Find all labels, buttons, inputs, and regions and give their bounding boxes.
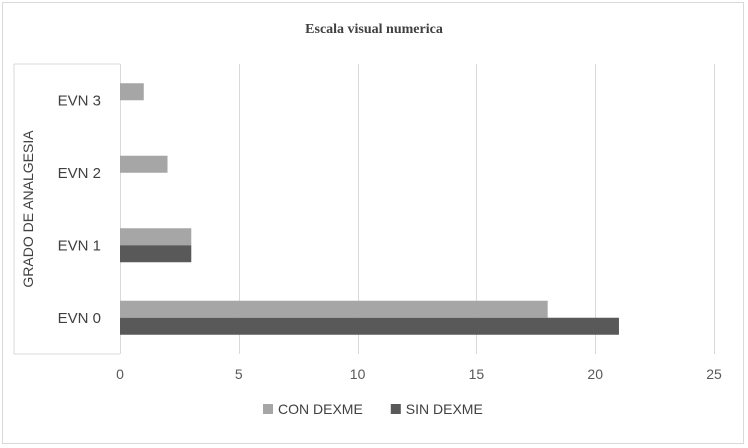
x-tick-label: 20 bbox=[587, 366, 603, 382]
bar-sin-dexme-evn-0 bbox=[120, 317, 619, 335]
category-label: EVN 0 bbox=[58, 310, 101, 327]
bar-sin-dexme-evn-1 bbox=[120, 245, 192, 263]
category-axis-frame bbox=[13, 63, 120, 355]
x-tick-labels: 0 5 10 15 20 25 bbox=[116, 366, 722, 382]
legend: CON DEXME SIN DEXME bbox=[263, 401, 483, 417]
legend-label: CON DEXME bbox=[278, 401, 363, 417]
legend-swatch bbox=[263, 404, 273, 414]
x-tick-label: 0 bbox=[116, 366, 124, 382]
category-label: EVN 3 bbox=[58, 92, 101, 109]
x-tick-label: 15 bbox=[469, 366, 485, 382]
chart-title: Escala visual numerica bbox=[305, 22, 443, 37]
category-label: EVN 1 bbox=[58, 237, 101, 254]
bar-con-dexme-evn-1 bbox=[120, 228, 192, 246]
bar-con-dexme-evn-2 bbox=[120, 155, 168, 173]
category-label: EVN 2 bbox=[58, 165, 101, 182]
legend-swatch bbox=[390, 404, 401, 414]
legend-label: SIN DEXME bbox=[406, 401, 483, 417]
category-labels: EVN 0 EVN 1 EVN 2 EVN 3 bbox=[58, 92, 101, 327]
bar-con-dexme-evn-3 bbox=[120, 83, 144, 101]
x-tick-label: 25 bbox=[706, 366, 722, 382]
bars bbox=[120, 83, 619, 335]
x-tick-label: 5 bbox=[235, 366, 243, 382]
y-axis-title: GRADO DE ANALGESIA bbox=[20, 130, 36, 288]
chart-frame bbox=[2, 2, 744, 444]
bar-con-dexme-evn-0 bbox=[120, 300, 548, 318]
x-tick-label: 10 bbox=[350, 366, 366, 382]
